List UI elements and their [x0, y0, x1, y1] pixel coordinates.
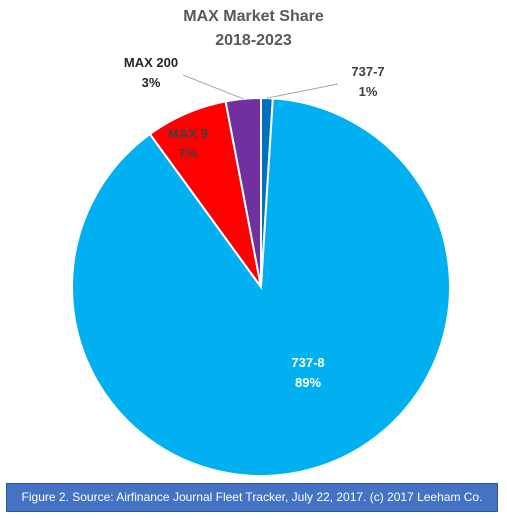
slice-label-max-9: MAX 9	[168, 126, 208, 141]
slice-label-737-7: 737-7	[351, 64, 384, 79]
leader-line-max-200	[182, 74, 244, 100]
slice-value-max-9: 7%	[179, 146, 198, 161]
slice-value-737-7: 1%	[359, 84, 378, 99]
slice-value-737-8: 89%	[295, 375, 321, 390]
chart-title: MAX Market Share	[183, 8, 324, 25]
leader-line-737-7	[266, 83, 339, 99]
chart-subtitle: 2018-2023	[215, 32, 292, 49]
slice-label-max-200: MAX 200	[124, 55, 178, 70]
figure-caption: Figure 2. Source: Airfinance Journal Fle…	[6, 483, 498, 512]
slice-label-737-8: 737-8	[291, 355, 324, 370]
pie-slice-max-200	[224, 96, 262, 288]
pie-chart-svg: 737-7 1% 737-8 89% MAX 9 7% MAX 200 3%	[71, 55, 451, 477]
pie-chart: MAX Market Share 2018-2023 737-7 1% 737-8 8…	[71, 8, 451, 477]
slice-value-max-200: 3%	[142, 75, 161, 90]
